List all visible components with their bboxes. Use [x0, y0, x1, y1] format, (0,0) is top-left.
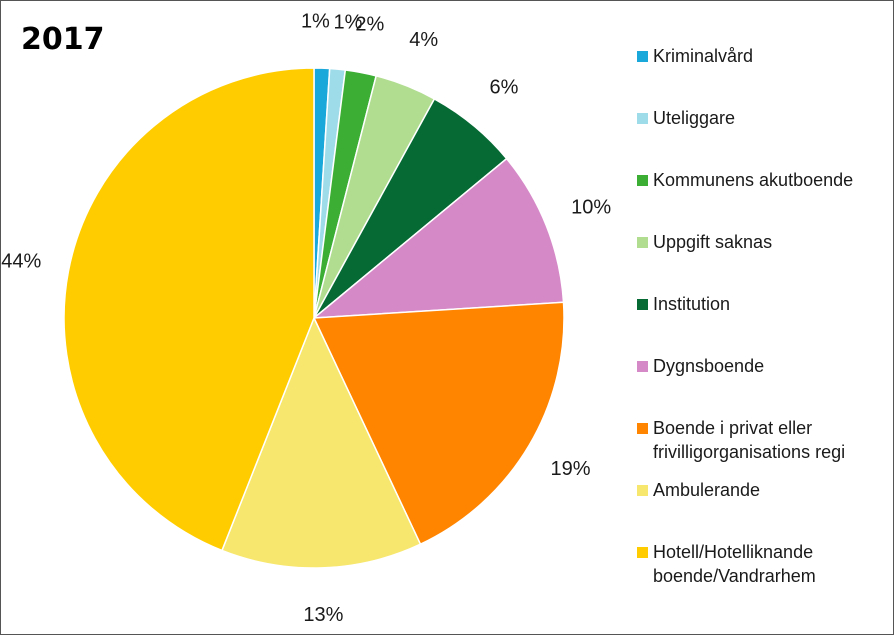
legend-label: boende/Vandrarhem [653, 566, 816, 586]
legend-label: Uteliggare [653, 108, 735, 128]
slice-percent-label: 6% [490, 77, 519, 99]
pie-slice [220, 316, 422, 569]
slice-percent-label: 4% [409, 29, 438, 51]
legend-label: Kriminalvård [653, 46, 753, 66]
pie-slice [63, 67, 315, 552]
legend-swatch [637, 237, 648, 248]
legend-label: Ambulerande [653, 480, 760, 500]
legend-swatch [637, 361, 648, 372]
legend-swatch [637, 299, 648, 310]
legend-swatch [637, 175, 648, 186]
legend-label: Boende i privat eller [653, 418, 812, 438]
legend-label: Dygnsboende [653, 356, 764, 376]
legend-label: Institution [653, 294, 730, 314]
legend-swatch [637, 113, 648, 124]
slice-percent-label: 1% [301, 10, 330, 32]
legend-label: frivilligorganisations regi [653, 442, 845, 462]
slice-percent-label: 2% [355, 14, 384, 36]
legend-label: Kommunens akutboende [653, 170, 853, 190]
slice-percent-label: 19% [550, 458, 590, 480]
slice-percent-label: 44% [1, 250, 41, 272]
slice-percent-label: 1% [334, 12, 363, 34]
slice-percent-label: 13% [303, 604, 343, 626]
legend-swatch [637, 51, 648, 62]
chart-title: 2017 [21, 22, 105, 57]
legend: Kriminalvård Uteliggare Kommunens akutboen… [637, 46, 853, 586]
legend-swatch [637, 423, 648, 434]
pie-slice [312, 301, 565, 546]
pie-slice [311, 157, 565, 319]
legend-label: Hotell/Hotelliknande [653, 542, 813, 562]
legend-swatch [637, 547, 648, 558]
pie-slices [63, 67, 565, 569]
pie-slice-labels: 1% 1%2%4%6%10%19%13%44% [1, 10, 611, 626]
slice-percent-label: 10% [571, 197, 611, 219]
legend-label: Uppgift saknas [653, 232, 772, 252]
legend-swatch [637, 485, 648, 496]
